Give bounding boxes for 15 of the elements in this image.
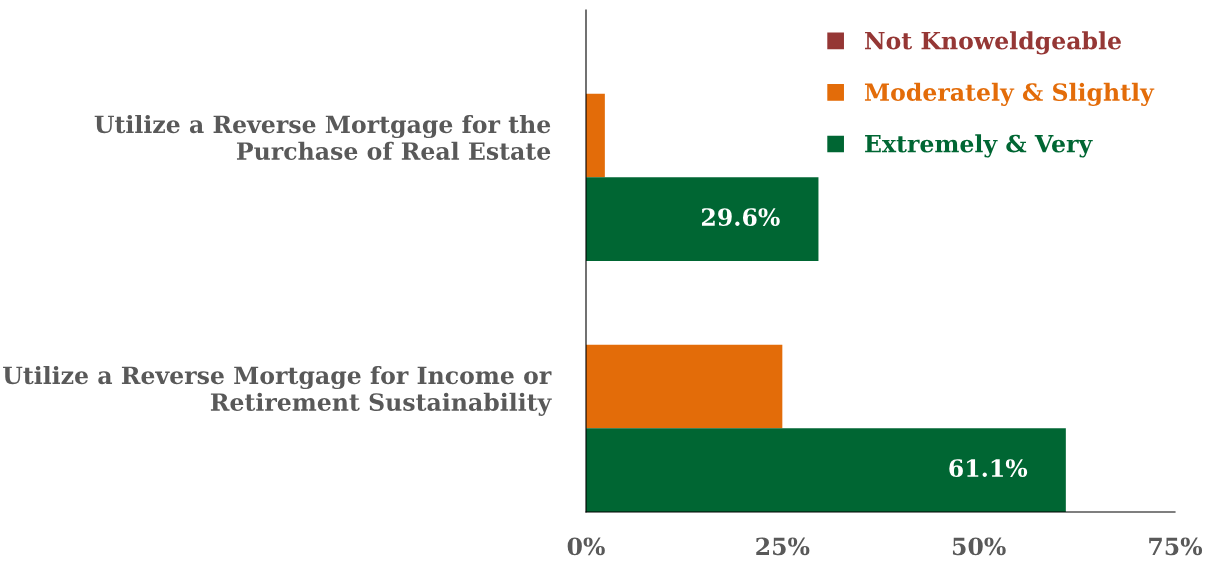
y-tick-label: Utilize a Reverse Mortgage for the Purchase of Real Estate xyxy=(94,114,551,160)
bar xyxy=(586,428,1066,512)
x-tick-label: 50% xyxy=(952,537,1006,556)
legend-label: Moderately & Slightly xyxy=(864,82,1155,106)
x-tick-label: 0% xyxy=(567,537,605,556)
legend-label: Not Knoweldgeable xyxy=(865,31,1121,55)
bar xyxy=(586,93,605,178)
x-tick-label: 25% xyxy=(756,537,810,556)
data-label: 61.1% xyxy=(949,459,1028,478)
y-tick-label: Utilize a Reverse Mortgage for Income or Retirement Sustainability xyxy=(3,365,552,416)
bar xyxy=(586,344,783,429)
bar xyxy=(586,177,819,261)
legend-label: Extremely & Very xyxy=(865,134,1093,158)
x-tick-label: 75% xyxy=(1149,537,1203,556)
data-label: 29.6% xyxy=(701,208,780,227)
